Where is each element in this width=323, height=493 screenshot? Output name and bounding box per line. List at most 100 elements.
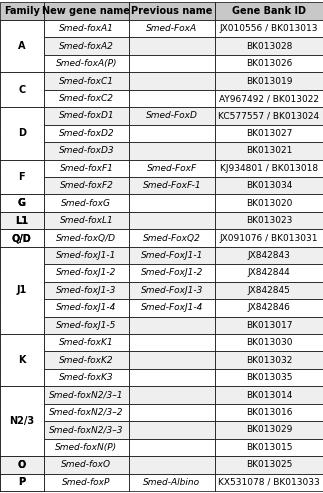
Bar xyxy=(0,229,44,247)
Bar xyxy=(129,229,215,247)
Text: Previous name: Previous name xyxy=(131,6,213,16)
Bar xyxy=(0,282,44,299)
Bar xyxy=(44,369,129,387)
Text: Smed-foxN(P): Smed-foxN(P) xyxy=(55,443,118,452)
Bar xyxy=(129,125,215,142)
Bar xyxy=(215,72,323,90)
Text: New gene name: New gene name xyxy=(42,6,130,16)
Bar xyxy=(215,2,323,20)
Text: Smed-FoxF-1: Smed-FoxF-1 xyxy=(143,181,201,190)
Text: Smed-FoxJ1-1: Smed-FoxJ1-1 xyxy=(141,251,203,260)
Text: Q/D: Q/D xyxy=(12,233,32,243)
Text: Smed-foxQ/D: Smed-foxQ/D xyxy=(57,234,116,243)
Bar xyxy=(0,72,44,90)
Text: O: O xyxy=(18,460,26,470)
Bar xyxy=(44,2,129,20)
Bar xyxy=(44,160,129,177)
Bar xyxy=(215,334,323,352)
Bar xyxy=(44,20,129,37)
Text: Smed-foxJ1-4: Smed-foxJ1-4 xyxy=(56,303,117,313)
Text: C: C xyxy=(18,85,26,95)
Text: Smed-foxK2: Smed-foxK2 xyxy=(59,355,114,365)
Text: BK013021: BK013021 xyxy=(246,146,292,155)
Text: Smed-foxD1: Smed-foxD1 xyxy=(58,111,114,120)
Bar xyxy=(215,421,323,439)
Text: Smed-FoxJ1-3: Smed-FoxJ1-3 xyxy=(141,286,203,295)
Bar xyxy=(215,142,323,160)
Text: JX091076 / BK013031: JX091076 / BK013031 xyxy=(220,234,318,243)
Bar xyxy=(215,125,323,142)
Text: BK013017: BK013017 xyxy=(246,321,292,330)
Text: Smed-foxP: Smed-foxP xyxy=(62,478,110,487)
Text: Smed-FoxD: Smed-FoxD xyxy=(146,111,198,120)
Text: Smed-Albino: Smed-Albino xyxy=(143,478,201,487)
Bar xyxy=(0,142,44,160)
Bar xyxy=(215,439,323,456)
Bar xyxy=(129,421,215,439)
Bar xyxy=(0,334,44,387)
Text: Smed-FoxJ1-2: Smed-FoxJ1-2 xyxy=(141,269,203,278)
Bar xyxy=(44,90,129,107)
Bar xyxy=(129,37,215,55)
Bar xyxy=(0,474,44,491)
Text: F: F xyxy=(18,172,25,182)
Bar xyxy=(215,264,323,282)
Bar xyxy=(0,264,44,282)
Bar xyxy=(44,421,129,439)
Bar xyxy=(215,404,323,421)
Text: K: K xyxy=(18,355,26,365)
Bar xyxy=(129,247,215,264)
Text: Smed-foxF2: Smed-foxF2 xyxy=(59,181,113,190)
Text: N2/3: N2/3 xyxy=(9,416,34,426)
Bar xyxy=(0,2,44,20)
Bar xyxy=(44,282,129,299)
Bar xyxy=(44,352,129,369)
Text: BK013025: BK013025 xyxy=(246,460,292,469)
Bar xyxy=(44,194,129,212)
Bar xyxy=(129,194,215,212)
Text: BK013030: BK013030 xyxy=(246,338,292,347)
Bar xyxy=(215,456,323,474)
Bar xyxy=(129,177,215,194)
Text: O: O xyxy=(18,460,26,470)
Bar xyxy=(0,55,44,72)
Text: Smed-foxA1: Smed-foxA1 xyxy=(59,24,114,33)
Bar xyxy=(44,72,129,90)
Text: P: P xyxy=(18,477,26,487)
Text: Smed-FoxF: Smed-FoxF xyxy=(147,164,197,173)
Text: Smed-foxJ1-5: Smed-foxJ1-5 xyxy=(56,321,117,330)
Bar xyxy=(215,55,323,72)
Text: L1: L1 xyxy=(15,215,28,226)
Bar xyxy=(215,317,323,334)
Text: Smed-foxN2/3–1: Smed-foxN2/3–1 xyxy=(49,390,124,399)
Bar xyxy=(215,20,323,37)
Bar xyxy=(0,229,44,247)
Text: AY967492 / BK013022: AY967492 / BK013022 xyxy=(219,94,319,103)
Bar xyxy=(129,282,215,299)
Bar xyxy=(129,160,215,177)
Bar xyxy=(129,72,215,90)
Bar xyxy=(129,2,215,20)
Text: Smed-foxK3: Smed-foxK3 xyxy=(59,373,114,382)
Text: JX842844: JX842844 xyxy=(247,269,290,278)
Bar xyxy=(215,90,323,107)
Bar xyxy=(0,474,44,491)
Text: A: A xyxy=(18,41,26,51)
Text: KJ934801 / BK013018: KJ934801 / BK013018 xyxy=(220,164,318,173)
Bar xyxy=(129,404,215,421)
Bar xyxy=(44,474,129,491)
Bar xyxy=(44,229,129,247)
Bar xyxy=(215,282,323,299)
Bar xyxy=(129,264,215,282)
Bar xyxy=(0,247,44,264)
Bar xyxy=(129,369,215,387)
Text: BK013016: BK013016 xyxy=(246,408,292,417)
Text: Smed-foxG: Smed-foxG xyxy=(61,199,111,208)
Bar xyxy=(129,474,215,491)
Bar xyxy=(44,299,129,317)
Bar xyxy=(0,369,44,387)
Bar xyxy=(0,387,44,456)
Bar xyxy=(0,107,44,160)
Text: Smed-foxK1: Smed-foxK1 xyxy=(59,338,114,347)
Bar xyxy=(44,387,129,404)
